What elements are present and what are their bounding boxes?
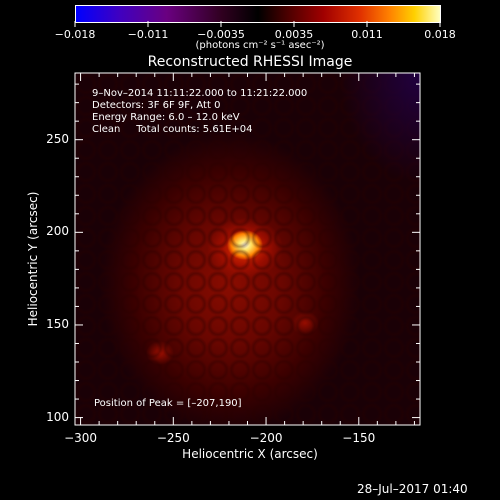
x-tick-label: −200 [249, 431, 283, 445]
info-time-range: 9–Nov–2014 11:11:22.000 to 11:21:22.000 [92, 88, 308, 99]
colorbar [75, 5, 441, 23]
x-tick-label: −250 [156, 431, 190, 445]
info-clean-counts: Clean Total counts: 5.61E+04 [92, 124, 253, 135]
x-axis-title: Heliocentric X (arcsec) [182, 447, 318, 461]
colorbar-tick-label: 0.018 [424, 28, 456, 41]
colorbar-tick-label: 0.0035 [274, 28, 314, 41]
x-tick-label: −300 [64, 431, 98, 445]
y-tick-label: 150 [46, 316, 69, 331]
chart-title: Reconstructed RHESSI Image [147, 54, 353, 70]
info-detectors: Detectors: 3F 6F 9F, Att 0 [92, 100, 221, 111]
y-tick-label: 200 [46, 224, 69, 239]
colorbar-tick-label: −0.0035 [197, 28, 245, 41]
footer-date: 28–Jul–2017 01:40 [357, 482, 468, 496]
colorbar-tick-label: 0.011 [351, 28, 383, 41]
heatmap-panel [75, 73, 420, 425]
info-energy-range: Energy Range: 6.0 – 12.0 keV [92, 112, 240, 123]
colorbar-tick-label: −0.018 [54, 28, 96, 41]
info-box: 9–Nov–2014 11:11:22.000 to 11:21:22.000 … [92, 88, 307, 136]
peak-position-label: Position of Peak = [–207,190] [94, 398, 242, 409]
x-tick-label: −150 [342, 431, 376, 445]
colorbar-tick-label: −0.011 [127, 28, 169, 41]
y-axis-title: Heliocentric Y (arcsec) [26, 191, 40, 327]
colorbar-unit-label: (photons cm⁻² s⁻¹ asec⁻²) [195, 40, 325, 51]
y-tick-label: 250 [46, 131, 69, 146]
y-tick-label: 100 [46, 409, 69, 424]
